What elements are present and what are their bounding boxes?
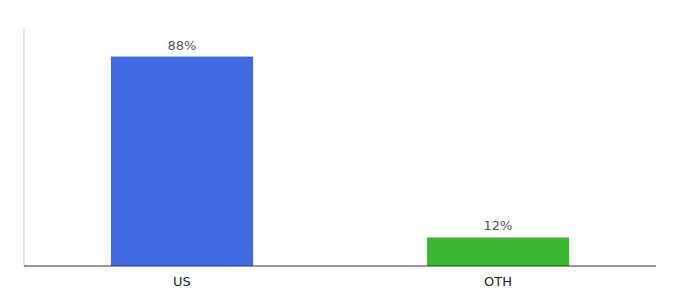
y-axis-line <box>24 28 25 266</box>
data-label: 12% <box>484 218 513 233</box>
bar <box>111 57 253 266</box>
x-tick-label: OTH <box>484 274 512 289</box>
bars <box>111 57 569 266</box>
chart-container: US OTH 88% 12% <box>0 0 680 300</box>
bar <box>427 237 569 266</box>
x-axis-line <box>24 266 656 267</box>
chart: US OTH 88% 12% <box>0 0 680 300</box>
data-label: 88% <box>168 38 197 53</box>
x-tick-label: US <box>173 274 191 289</box>
page: {"chart_data": {"type": "bar", "categori… <box>0 0 680 300</box>
